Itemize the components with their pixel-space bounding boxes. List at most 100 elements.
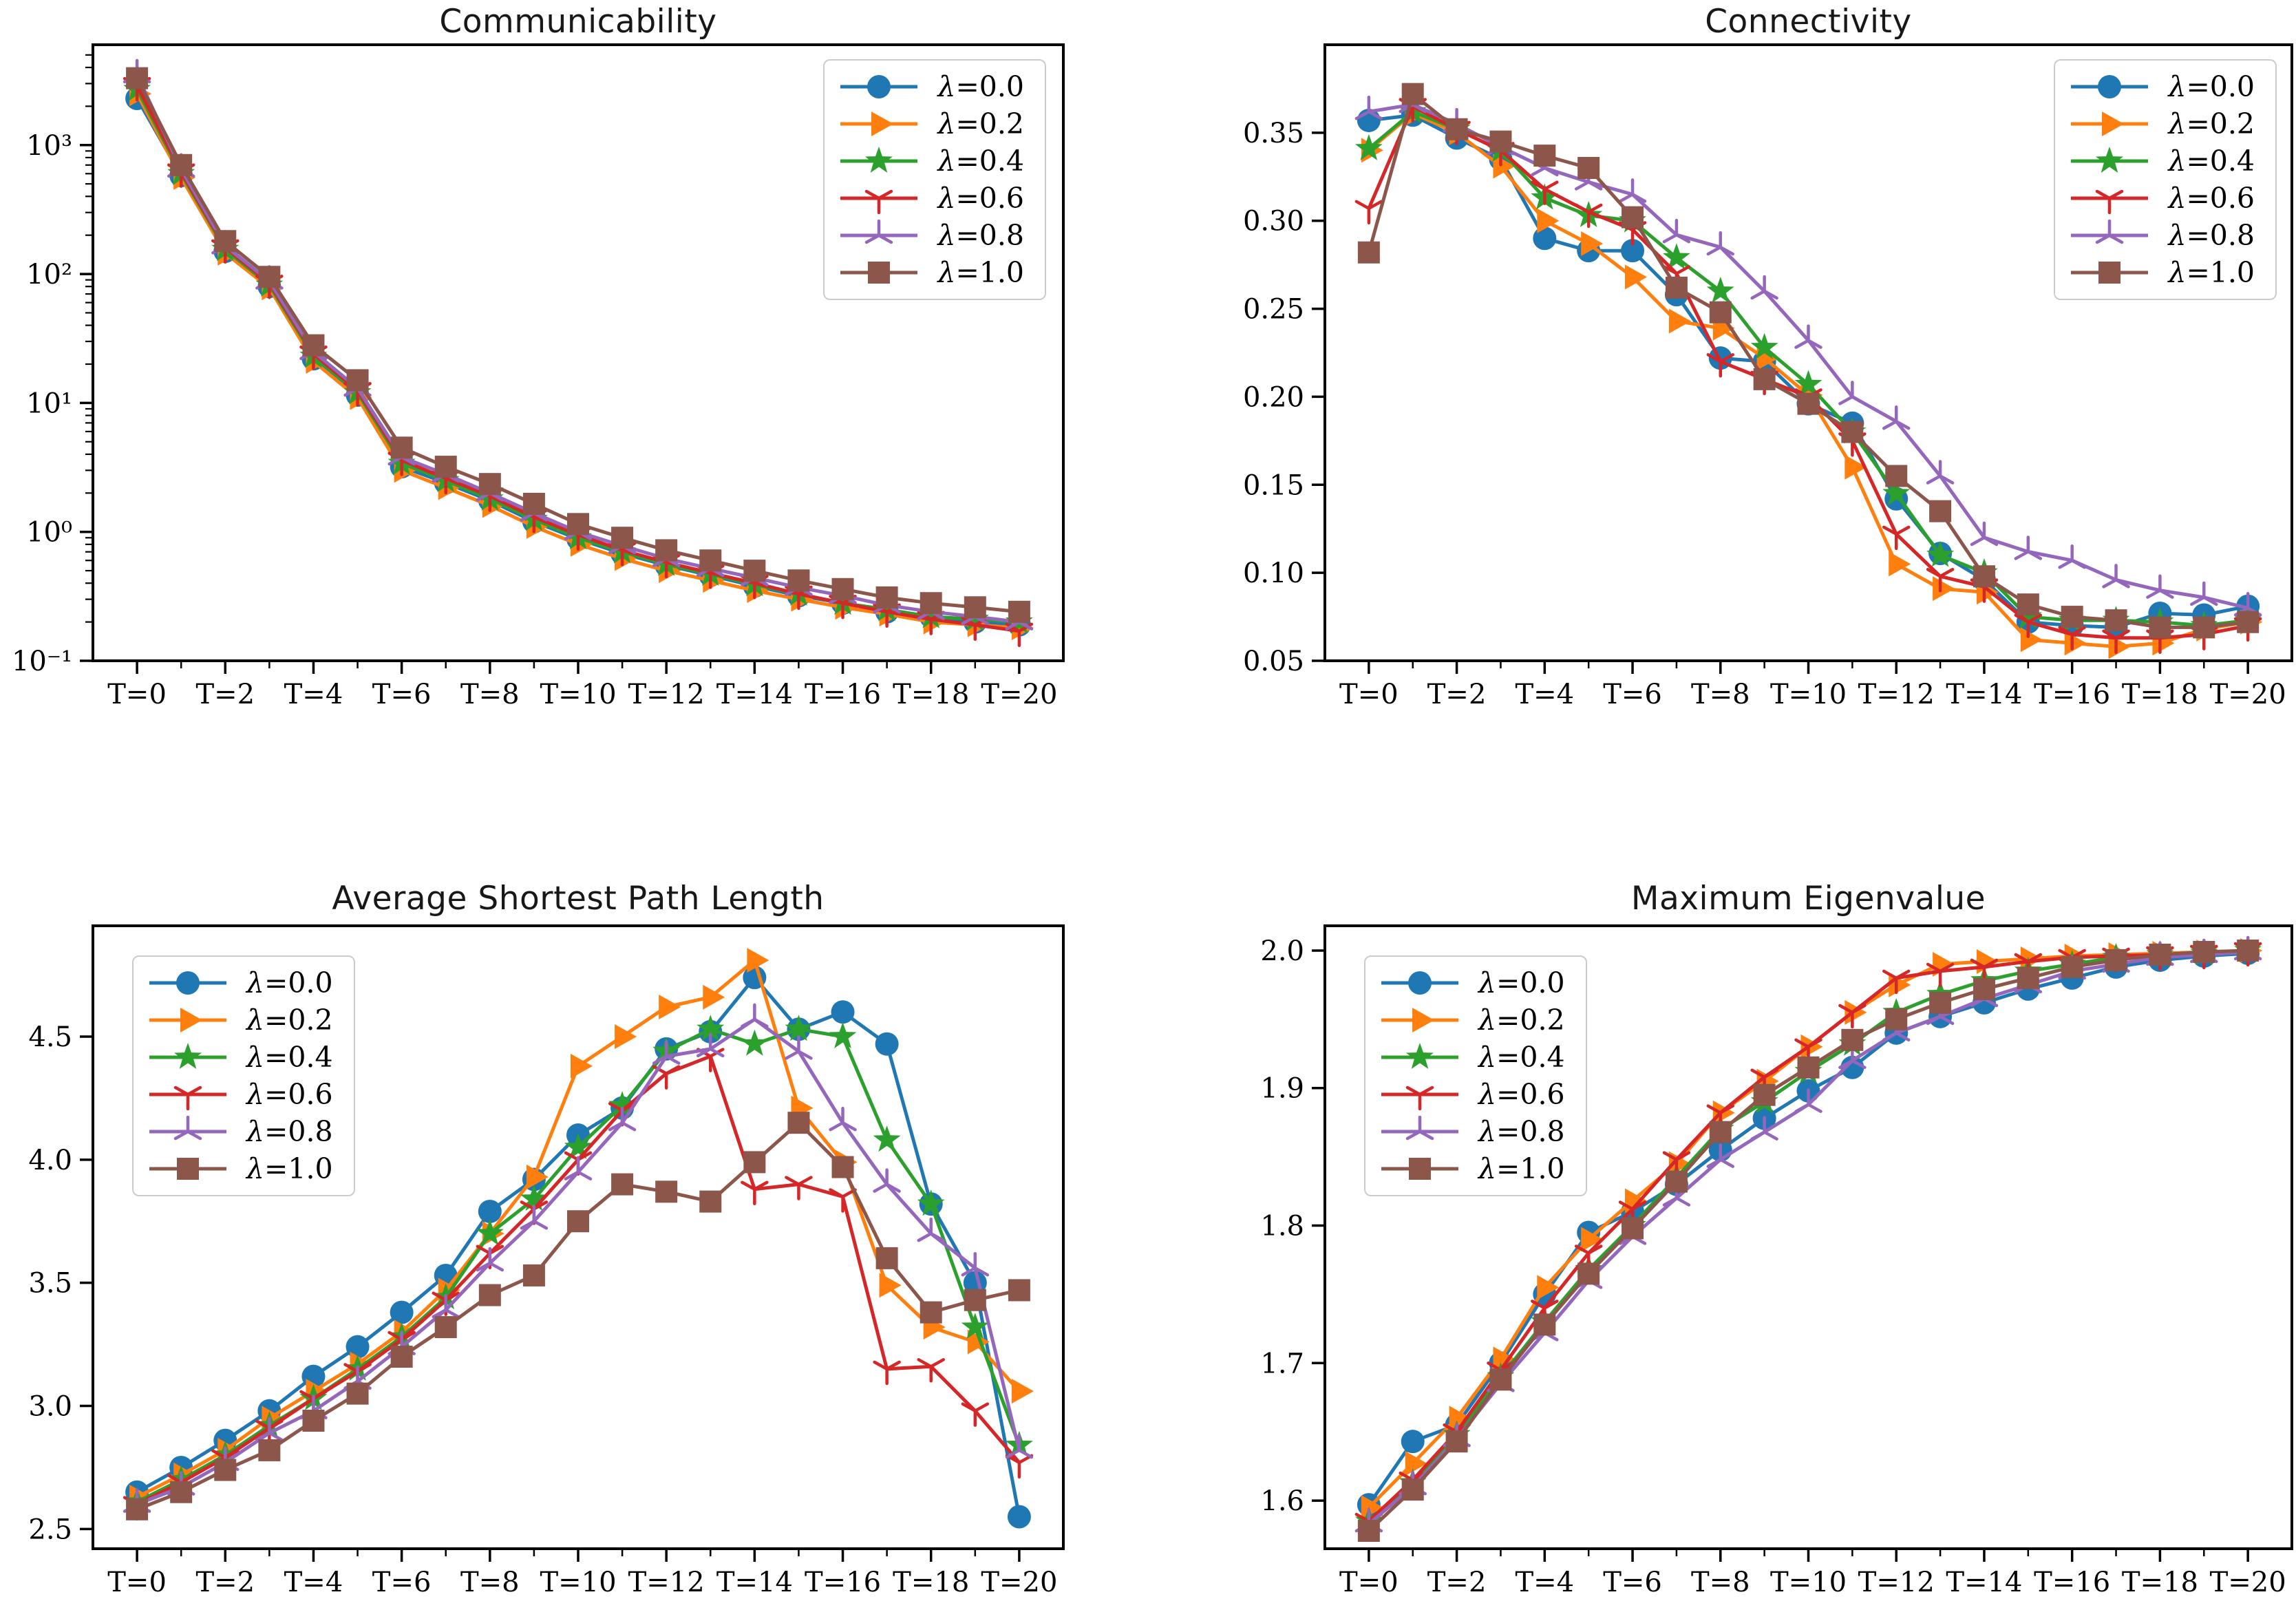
x-tick-label: T=0 bbox=[107, 1567, 167, 1598]
marker-triangle-right bbox=[2064, 631, 2087, 656]
y-tick-label: 1.6 bbox=[1260, 1485, 1304, 1517]
marker-tri-down bbox=[1838, 1004, 1867, 1029]
marker-square bbox=[743, 560, 766, 582]
y-tick-label: 0.35 bbox=[1243, 118, 1304, 149]
marker-tri-up bbox=[1750, 275, 1778, 300]
marker-triangle-right bbox=[1405, 1451, 1427, 1476]
legend-label: λ=0.6 bbox=[2168, 182, 2255, 215]
legend-marker bbox=[2071, 220, 2149, 244]
marker-square bbox=[655, 539, 678, 562]
x-tick-label: T=20 bbox=[2210, 1567, 2286, 1598]
chart-3: T=0 T=2 T=4 T=6 T=8 T=10 T=12 T=14 T=16 T=18 T=20 1… bbox=[1260, 924, 2293, 1598]
legend-entry: λ=0.0 bbox=[1379, 966, 1565, 999]
legend-marker bbox=[149, 1158, 226, 1180]
legend-label: λ=0.6 bbox=[246, 1078, 333, 1111]
marker-circle bbox=[478, 1199, 502, 1223]
marker-tri-up bbox=[608, 1106, 637, 1132]
marker-tri-up bbox=[829, 1106, 857, 1132]
marker-circle bbox=[1840, 1055, 1864, 1079]
x-tick-label: T=12 bbox=[628, 1567, 705, 1598]
y-tick-label: 2.0 bbox=[1260, 935, 1304, 967]
x-tick-label: T=20 bbox=[981, 679, 1057, 710]
chart-1: T=0 T=2 T=4 T=6 T=8 T=10 T=12 T=14 T=16 T=18 T=20 0… bbox=[1243, 43, 2293, 710]
legend-label: λ=0.2 bbox=[1478, 1004, 1565, 1037]
legend-label: λ=0.8 bbox=[246, 1115, 333, 1148]
marker-square bbox=[2098, 262, 2121, 284]
marker-square bbox=[1665, 276, 1688, 299]
legend-communicability: λ=0.0 λ=0.2 λ=0.4 λ=0.6 λ=0.8 λ=1.0 bbox=[823, 59, 1046, 300]
legend-marker bbox=[2071, 75, 2149, 98]
marker-triangle-right bbox=[1537, 1275, 1560, 1300]
marker-triangle-right bbox=[871, 112, 894, 136]
x-tick-label: T=12 bbox=[628, 679, 705, 710]
x-tick-label: T=18 bbox=[893, 1567, 969, 1598]
marker-star bbox=[917, 1189, 945, 1216]
marker-square bbox=[170, 1481, 193, 1503]
marker-triangle-right bbox=[1581, 1227, 1604, 1252]
x-tick-label: T=2 bbox=[195, 679, 255, 710]
legend-entry: λ=0.4 bbox=[147, 1041, 333, 1074]
chart-title-maximum-eigenvalue: Maximum Eigenvalue bbox=[1630, 880, 1986, 918]
legend-entry: λ=0.6 bbox=[1379, 1078, 1565, 1111]
x-tick-label: T=4 bbox=[1515, 1567, 1574, 1598]
marker-star bbox=[1706, 277, 1734, 303]
marker-tri-down bbox=[865, 189, 893, 214]
marker-square bbox=[1929, 991, 1952, 1014]
marker-tri-down bbox=[873, 1360, 901, 1386]
legend-marker bbox=[2071, 112, 2149, 136]
legend-label: λ=0.4 bbox=[937, 145, 1024, 178]
x-tick-label: T=12 bbox=[1858, 679, 1935, 710]
marker-tri-up bbox=[173, 1116, 202, 1141]
legend-marker bbox=[1381, 1043, 1458, 1069]
marker-square bbox=[1622, 1217, 1644, 1240]
marker-square bbox=[699, 1190, 722, 1213]
marker-square bbox=[1445, 1430, 1468, 1453]
marker-tri-down bbox=[1574, 203, 1603, 229]
marker-square bbox=[611, 1173, 634, 1196]
chart-title-communicability: Communicability bbox=[439, 3, 717, 41]
legend-entry: λ=0.0 bbox=[838, 70, 1024, 103]
legend-label: λ=0.6 bbox=[1478, 1078, 1565, 1111]
x-tick-label: T=2 bbox=[1427, 679, 1487, 710]
y-tick-label: 10¹ bbox=[26, 388, 72, 419]
marker-triangle-right bbox=[526, 1164, 549, 1189]
marker-tri-down bbox=[1926, 568, 1955, 593]
marker-square bbox=[2237, 939, 2260, 962]
legend-marker bbox=[2071, 189, 2149, 214]
y-tick-label: 10³ bbox=[26, 130, 72, 162]
legend-entry: λ=1.0 bbox=[838, 256, 1024, 289]
marker-star bbox=[1662, 243, 1690, 270]
legend-entry: λ=1.0 bbox=[1379, 1152, 1565, 1185]
legend-marker bbox=[149, 1116, 226, 1141]
marker-tri-up bbox=[2146, 574, 2174, 599]
x-tick-label: T=8 bbox=[460, 1567, 520, 1598]
marker-square bbox=[964, 596, 986, 619]
marker-square bbox=[2061, 606, 2083, 628]
y-tick-label: 3.5 bbox=[28, 1268, 72, 1300]
marker-tri-up bbox=[917, 1217, 945, 1242]
chart-2: T=0 T=2 T=4 T=6 T=8 T=10 T=12 T=14 T=16 T=18 T=20 2… bbox=[28, 924, 1065, 1598]
marker-square bbox=[302, 334, 325, 357]
marker-square bbox=[1008, 600, 1030, 623]
x-tick-label: T=6 bbox=[372, 1567, 432, 1598]
marker-square bbox=[787, 1112, 810, 1134]
marker-tri-up bbox=[255, 1417, 284, 1442]
marker-square bbox=[1797, 1056, 1820, 1079]
marker-star bbox=[1794, 370, 1822, 396]
marker-triangle-right bbox=[747, 948, 769, 973]
x-tick-label: T=14 bbox=[716, 1567, 793, 1598]
x-tick-label: T=18 bbox=[2122, 679, 2198, 710]
legend-marker bbox=[149, 1008, 226, 1032]
marker-square bbox=[567, 513, 589, 536]
marker-triangle-right bbox=[1493, 1346, 1516, 1372]
marker-square bbox=[170, 153, 193, 176]
legend-label: λ=0.8 bbox=[2168, 219, 2255, 252]
marker-triangle-right bbox=[1412, 1008, 1434, 1032]
x-tick-label: T=16 bbox=[2034, 679, 2110, 710]
marker-triangle-right bbox=[1011, 1379, 1034, 1404]
marker-tri-down bbox=[1354, 200, 1383, 225]
y-tick-label: 10² bbox=[26, 259, 72, 290]
x-tick-label: T=16 bbox=[805, 1567, 881, 1598]
marker-tri-up bbox=[1970, 521, 1999, 547]
